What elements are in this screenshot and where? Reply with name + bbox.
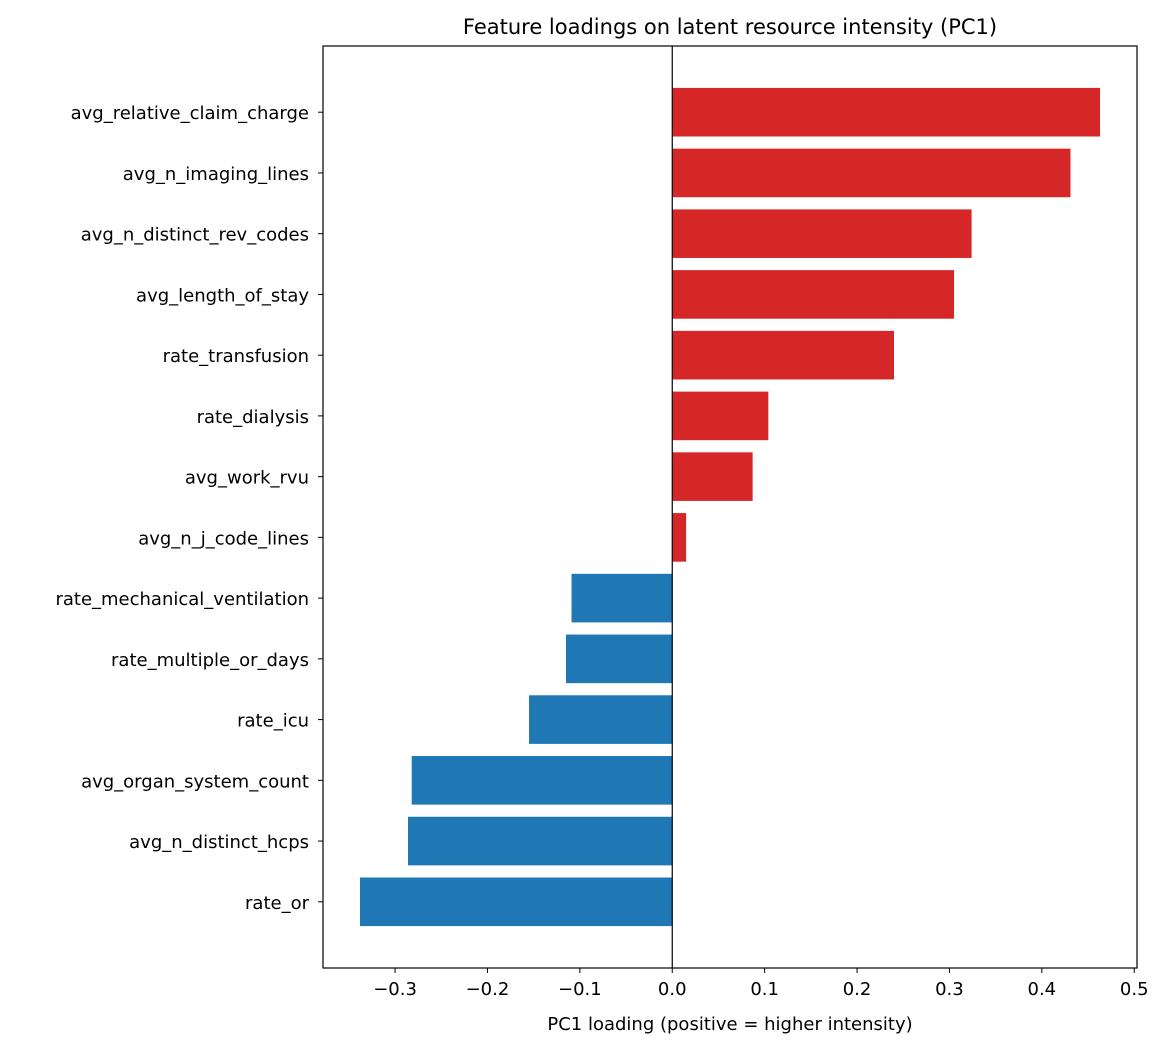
y-tick-label: rate_multiple_or_days bbox=[111, 650, 309, 671]
x-tick-label: 0.4 bbox=[1028, 979, 1057, 1000]
x-tick-label: −0.3 bbox=[373, 979, 417, 1000]
x-tick-label: 0.3 bbox=[935, 979, 964, 1000]
y-tick-label: avg_length_of_stay bbox=[136, 285, 309, 306]
bar-avg_work_rvu bbox=[672, 452, 753, 501]
x-tick-label: −0.2 bbox=[466, 979, 510, 1000]
y-tick-label: rate_transfusion bbox=[163, 346, 309, 367]
y-tick-label: avg_work_rvu bbox=[185, 468, 309, 489]
bar-rate_dialysis bbox=[672, 391, 769, 441]
y-tick-label: avg_relative_claim_charge bbox=[71, 103, 309, 124]
bar-rate_icu bbox=[529, 695, 673, 744]
plot-frame bbox=[322, 45, 1138, 969]
x-tick-label: 0.1 bbox=[750, 979, 779, 1000]
bar-rate_or bbox=[359, 877, 673, 927]
y-tick-label: avg_n_j_code_lines bbox=[138, 528, 309, 549]
x-tick-label: 0.0 bbox=[658, 979, 687, 1000]
bar-avg_n_imaging_lines bbox=[672, 148, 1071, 198]
x-axis-label: PC1 loading (positive = higher intensity… bbox=[547, 1014, 912, 1035]
y-tick-label: avg_n_distinct_hcps bbox=[129, 832, 309, 853]
bar-avg_organ_system_count bbox=[411, 756, 673, 805]
x-axis: −0.3 −0.2 −0.1 0.0 0.1 0.2 0.3 0.4 0.5 bbox=[373, 968, 1149, 1000]
y-tick-label: rate_or bbox=[245, 893, 310, 914]
x-tick-label: 0.2 bbox=[843, 979, 872, 1000]
bar-rate_multiple_or_days bbox=[565, 634, 673, 684]
bar-rate_transfusion bbox=[672, 330, 895, 380]
bar-avg_n_distinct_rev_codes bbox=[672, 209, 972, 258]
x-tick-label: 0.5 bbox=[1120, 979, 1149, 1000]
x-tick-label: −0.1 bbox=[558, 979, 602, 1000]
chart-title: Feature loadings on latent resource inte… bbox=[463, 15, 997, 39]
y-axis: avg_relative_claim_charge avg_n_imaging_l… bbox=[55, 103, 323, 914]
y-tick-label: avg_n_imaging_lines bbox=[123, 164, 309, 185]
bar-avg_length_of_stay bbox=[672, 270, 955, 319]
bar-rate_mechanical_ventilation bbox=[571, 573, 673, 623]
y-tick-label: avg_organ_system_count bbox=[81, 771, 309, 792]
y-tick-label: avg_n_distinct_rev_codes bbox=[81, 225, 309, 246]
bar-avg_n_distinct_hcps bbox=[408, 816, 673, 866]
bar-avg_relative_claim_charge bbox=[672, 87, 1101, 137]
y-tick-label: rate_dialysis bbox=[197, 407, 309, 428]
y-tick-label: rate_icu bbox=[237, 711, 309, 732]
bar-avg_n_j_code_lines bbox=[672, 513, 687, 562]
y-tick-label: rate_mechanical_ventilation bbox=[55, 589, 309, 610]
